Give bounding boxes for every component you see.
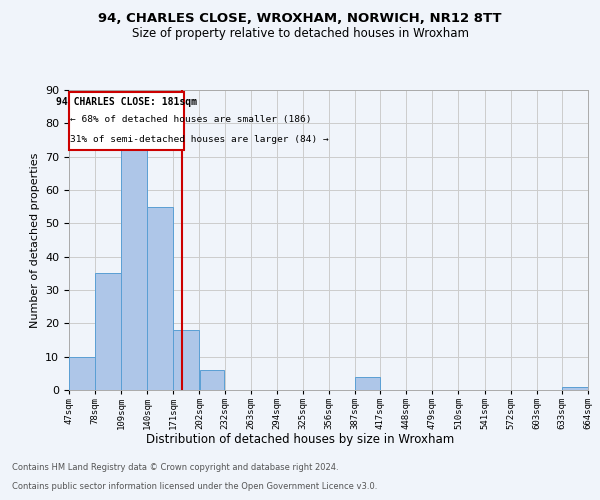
Bar — [121, 144, 147, 390]
Text: Size of property relative to detached houses in Wroxham: Size of property relative to detached ho… — [131, 28, 469, 40]
Bar — [562, 386, 588, 390]
Text: ← 68% of detached houses are smaller (186): ← 68% of detached houses are smaller (18… — [70, 115, 312, 124]
Bar — [173, 330, 199, 390]
Text: 94 CHARLES CLOSE: 181sqm: 94 CHARLES CLOSE: 181sqm — [56, 96, 197, 106]
Text: 94, CHARLES CLOSE, WROXHAM, NORWICH, NR12 8TT: 94, CHARLES CLOSE, WROXHAM, NORWICH, NR1… — [98, 12, 502, 26]
Bar — [355, 376, 380, 390]
Text: Distribution of detached houses by size in Wroxham: Distribution of detached houses by size … — [146, 432, 454, 446]
Y-axis label: Number of detached properties: Number of detached properties — [29, 152, 40, 328]
Text: 31% of semi-detached houses are larger (84) →: 31% of semi-detached houses are larger (… — [70, 135, 329, 144]
Bar — [200, 370, 224, 390]
Bar — [95, 274, 121, 390]
Text: Contains HM Land Registry data © Crown copyright and database right 2024.: Contains HM Land Registry data © Crown c… — [12, 464, 338, 472]
Bar — [69, 356, 95, 390]
Text: Contains public sector information licensed under the Open Government Licence v3: Contains public sector information licen… — [12, 482, 377, 491]
Bar — [148, 206, 173, 390]
FancyBboxPatch shape — [69, 92, 184, 150]
